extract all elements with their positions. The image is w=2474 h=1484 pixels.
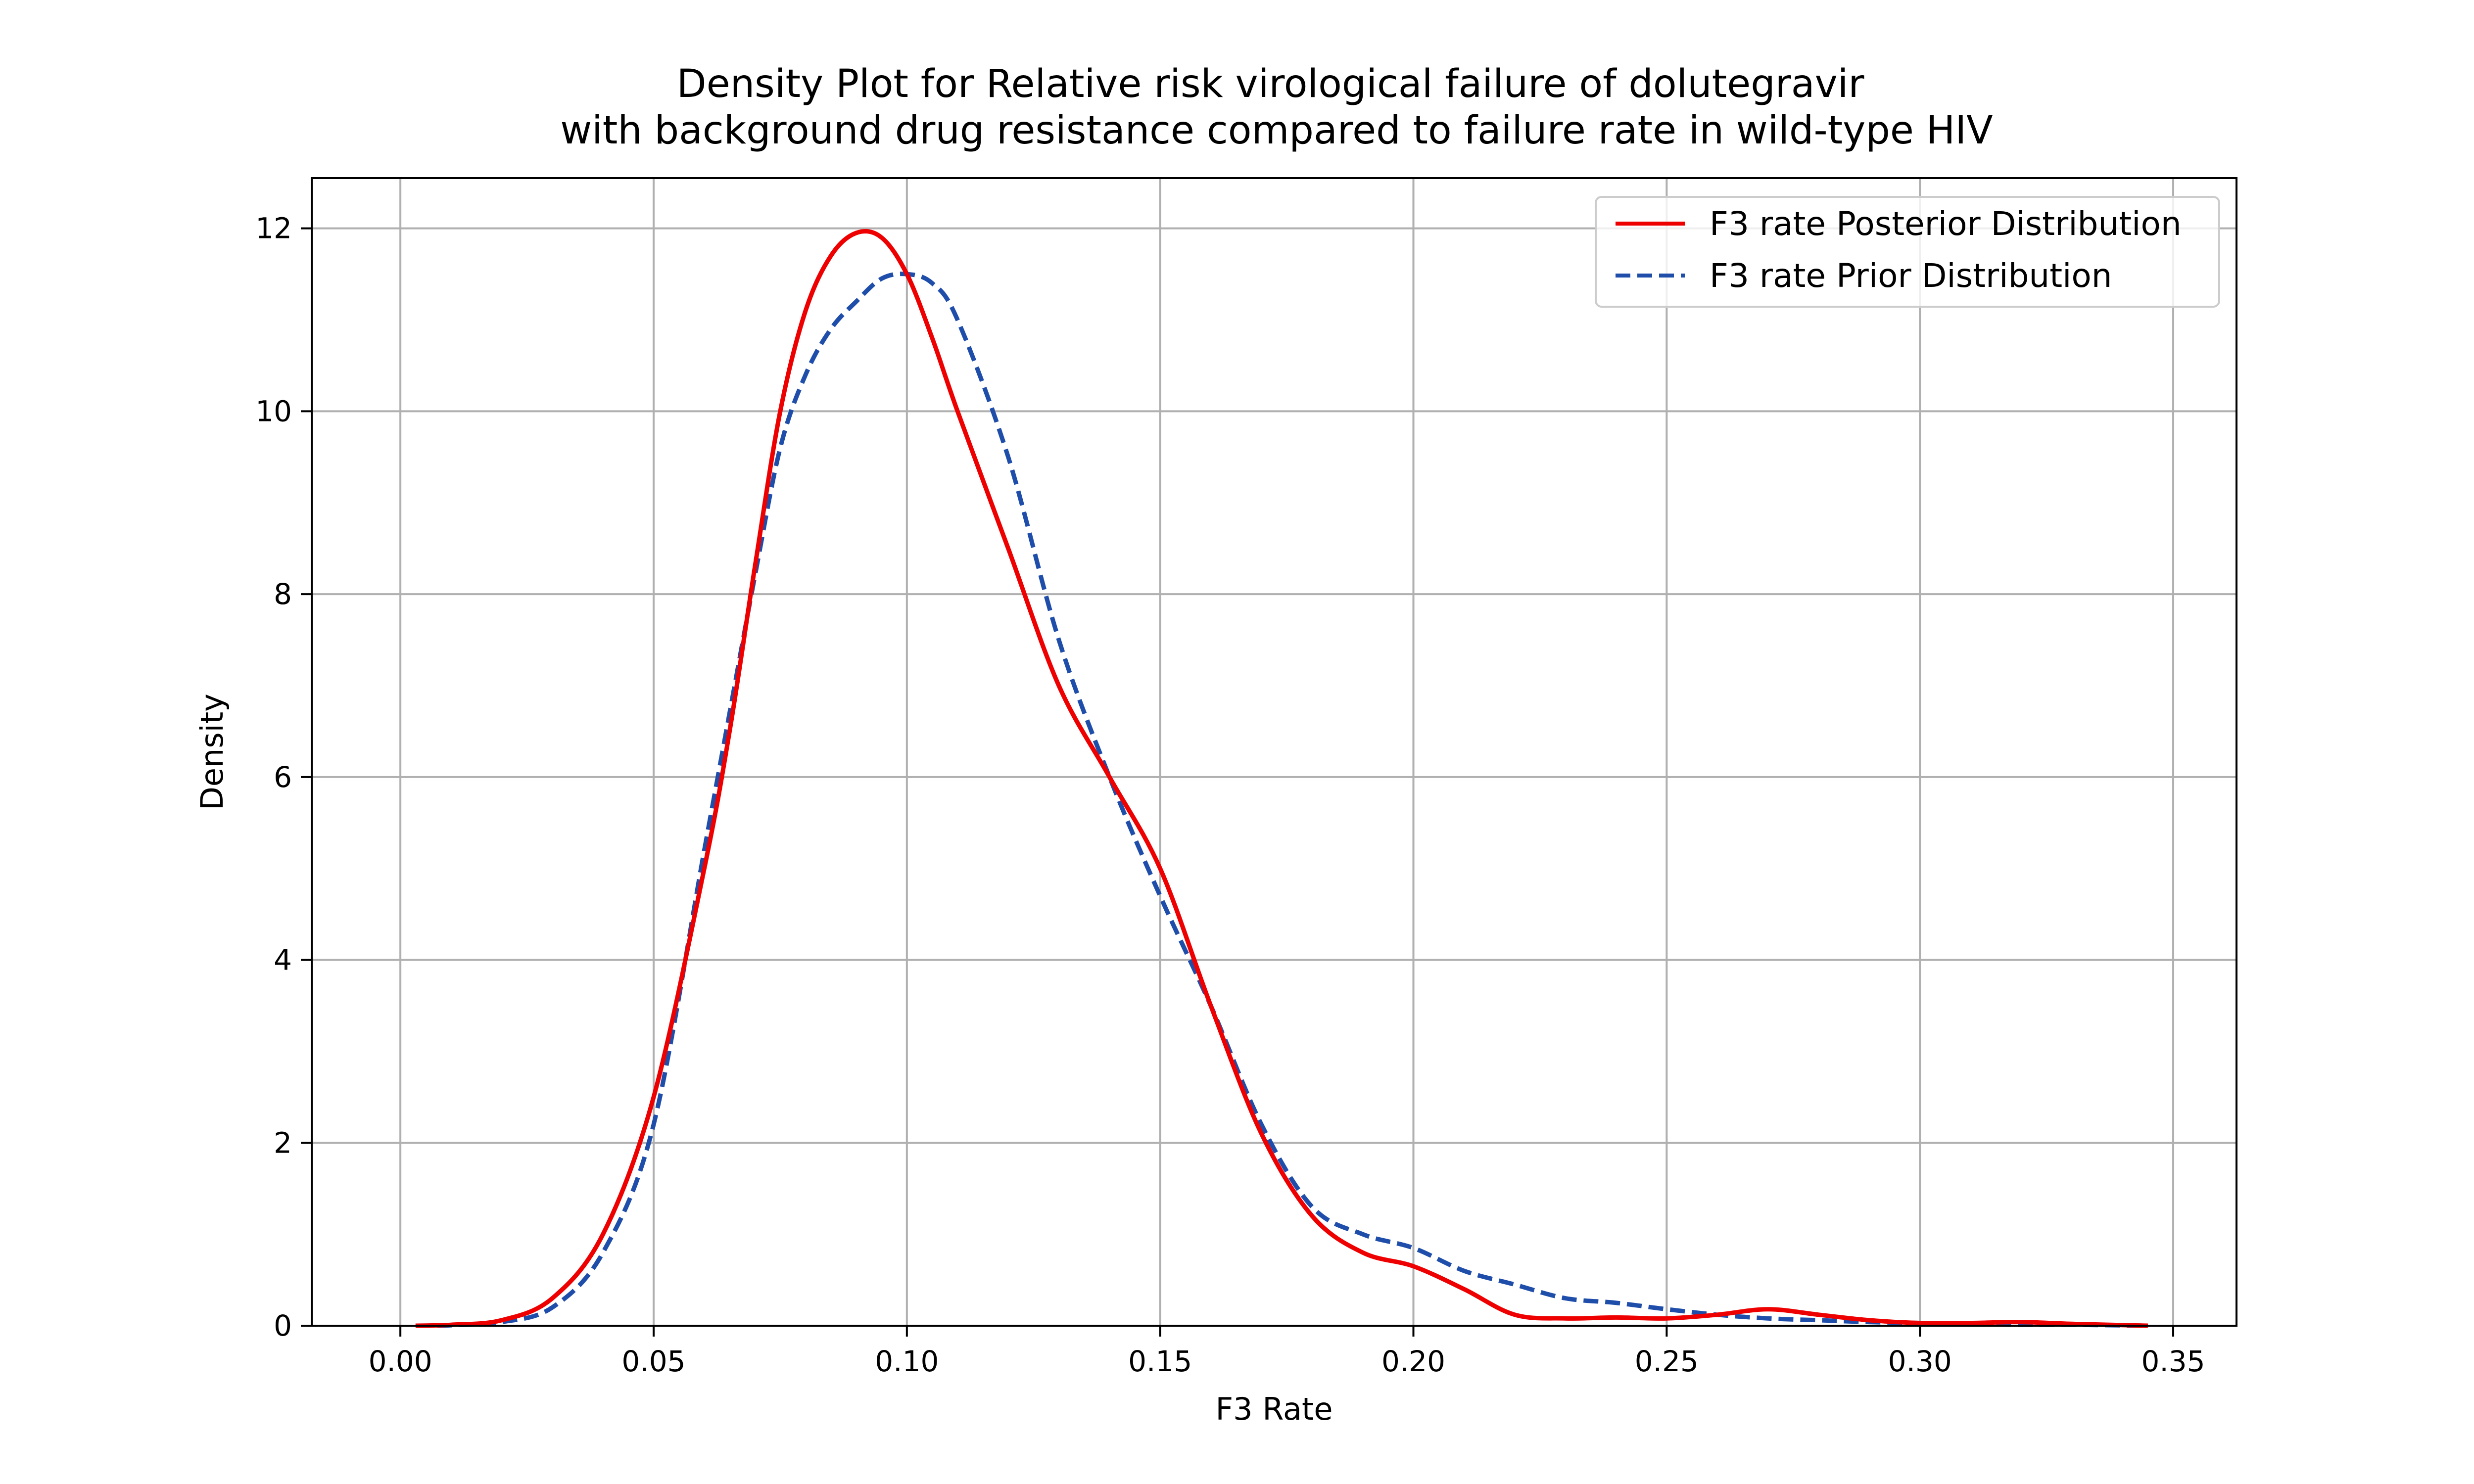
chart-title-line-1: Density Plot for Relative risk virologic… bbox=[677, 62, 1865, 106]
legend-box bbox=[1595, 196, 2220, 308]
chart-title: Density Plot for Relative risk virologic… bbox=[560, 62, 1993, 153]
x-tick-label: 0.25 bbox=[1635, 1345, 1699, 1378]
x-tick-label: 0.35 bbox=[2141, 1345, 2205, 1378]
legend-label-prior: F3 rate Prior Distribution bbox=[1710, 257, 2112, 295]
x-axis: 0.00 0.05 0.10 0.15 0.20 0.25 0.30 0.35 bbox=[369, 1326, 2205, 1378]
y-tick-label: 0 bbox=[274, 1309, 292, 1343]
y-tick-label: 12 bbox=[255, 212, 292, 245]
series-layer bbox=[415, 229, 2148, 1328]
prior-density-line bbox=[415, 272, 2148, 1328]
x-axis-label: F3 Rate bbox=[1216, 1391, 1333, 1427]
x-tick-label: 0.15 bbox=[1128, 1345, 1192, 1378]
y-tick-label: 4 bbox=[274, 943, 292, 977]
y-tick-label: 8 bbox=[274, 577, 292, 611]
x-tick-label: 0.30 bbox=[1888, 1345, 1952, 1378]
chart-title-line-2: with background drug resistance compared… bbox=[560, 108, 1993, 153]
legend-label-posterior: F3 rate Posterior Distribution bbox=[1710, 205, 2182, 243]
y-axis: 0 2 4 6 8 10 12 bbox=[255, 212, 312, 1343]
y-tick-label: 10 bbox=[255, 394, 292, 428]
legend: F3 rate Posterior Distribution F3 rate P… bbox=[1595, 196, 2220, 308]
posterior-density-line bbox=[415, 229, 2148, 1328]
plot-frame bbox=[311, 177, 2237, 1327]
y-tick-label: 2 bbox=[274, 1126, 292, 1159]
y-tick-label: 6 bbox=[274, 760, 292, 794]
x-tick-label: 0.20 bbox=[1381, 1345, 1445, 1378]
x-tick-label: 0.05 bbox=[621, 1345, 685, 1378]
y-axis-label: Density bbox=[194, 694, 230, 810]
x-tick-label: 0.00 bbox=[369, 1345, 432, 1378]
x-tick-label: 0.10 bbox=[875, 1345, 939, 1378]
